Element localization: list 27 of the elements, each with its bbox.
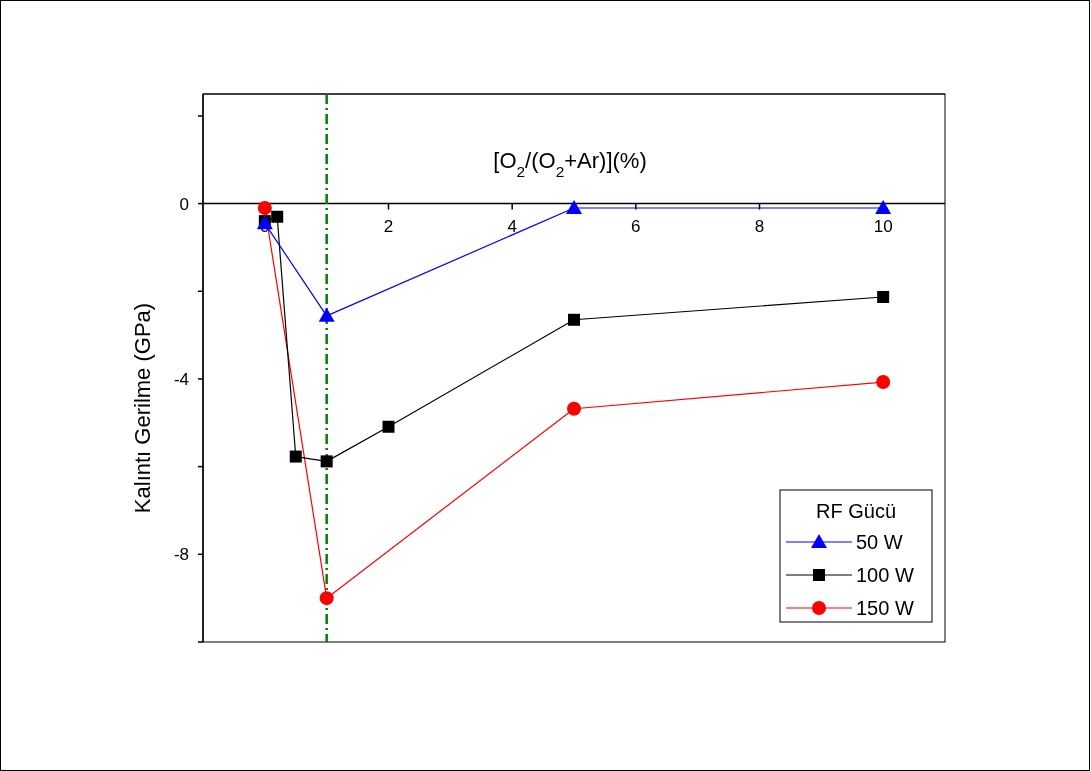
- point: [318, 307, 335, 322]
- y-tick-label: -4: [173, 369, 189, 389]
- x-tick-label: 2: [383, 216, 394, 236]
- legend-label: 100 W: [856, 564, 914, 586]
- point: [319, 591, 334, 606]
- y-tick-label: 0: [179, 194, 189, 214]
- legend-title: RF Gücü: [815, 500, 897, 522]
- point: [568, 313, 580, 326]
- y-tick-label: -8: [173, 545, 189, 565]
- point: [877, 290, 890, 303]
- x-tick-label: 4: [507, 216, 517, 236]
- point: [382, 420, 395, 433]
- point: [567, 401, 581, 416]
- x-tick-label: 8: [754, 216, 765, 236]
- point: [271, 210, 284, 223]
- point: [320, 455, 333, 468]
- legend-label: 150 W: [856, 597, 914, 619]
- point: [876, 375, 891, 390]
- legend-label: 50 W: [856, 531, 903, 553]
- y-axis-title: Kalıntı Gerilme (GPa): [130, 302, 155, 514]
- point: [289, 450, 302, 463]
- point: [257, 200, 272, 215]
- x-axis-title: [O$_{2}$/(O$_{2}$+Ar)](%): [493, 147, 647, 180]
- x-tick-label: 10: [873, 216, 893, 236]
- x-tick-label: 6: [631, 216, 641, 236]
- point: [566, 199, 582, 214]
- point: [875, 199, 892, 214]
